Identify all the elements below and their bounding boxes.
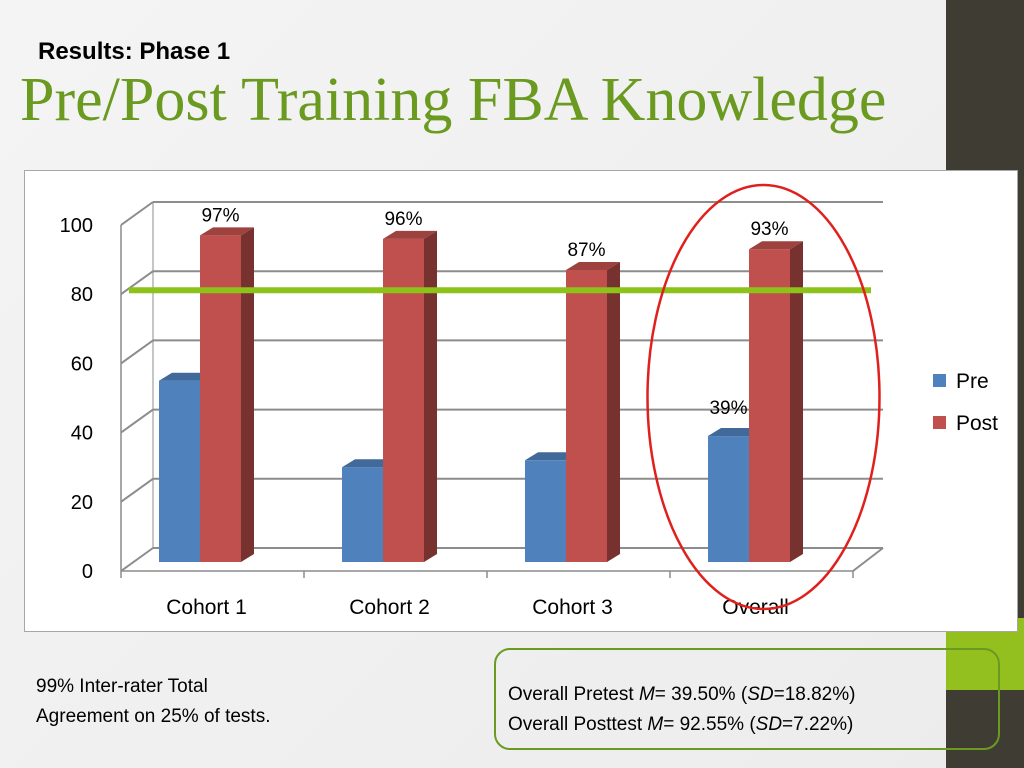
data-label: 96% [384,209,422,230]
bar-top [383,230,437,239]
x-tick-label: Cohort 2 [349,596,430,619]
bar-front [200,235,241,562]
y-tick-label: 100 [60,215,93,237]
bar-front [342,467,383,562]
gridline-side [120,547,154,572]
pretest-m-label: M [638,684,655,705]
bar-post [200,227,254,562]
bar-top [159,372,213,381]
data-label: 87% [567,240,605,261]
bar-top [342,459,396,468]
bar-front [159,380,200,562]
y-tick-label: 80 [71,284,93,306]
bar-side [241,227,254,562]
y-tick-label: 40 [71,423,93,445]
legend-label: Pre [956,370,989,393]
bar-front [749,249,790,562]
highlight-ellipse [646,183,881,611]
gridline-side [120,408,154,434]
gridline-side [120,270,154,296]
bar-side [607,261,620,562]
x-tick-label: Cohort 1 [166,596,247,619]
bar-front [708,436,749,562]
bar-side [790,241,803,562]
bar-top [749,241,803,250]
posttest-m-value: = 92.55% ( [663,714,756,735]
bar-top [200,227,254,236]
bar-front [525,460,566,562]
y-tick-label: 60 [71,353,93,375]
legend-label: Post [956,412,998,435]
y-tick-label: 20 [71,492,93,514]
slide-subtitle: Results: Phase 1 [38,38,231,65]
bar-side [424,230,437,562]
bar-top [708,428,762,437]
gridline-side [120,477,154,503]
bar-front [566,269,607,562]
bar-post [566,261,620,562]
pretest-sd-label: SD [747,684,774,705]
bar-top [566,261,620,270]
gridline-side [120,339,154,365]
posttest-prefix: Overall Posttest [508,714,648,735]
pretest-sd-value: =18.82%) [773,684,856,705]
bar-post [749,241,803,562]
posttest-stats: Overall Posttest M= 92.55% (SD=7.22%) [508,714,853,736]
legend-swatch [933,416,946,429]
pretest-m-value: = 39.50% ( [654,684,748,705]
stats-summary-box: Overall Pretest M= 39.50% (SD=18.82%) Ov… [494,648,1000,750]
chart-container: 0 20 40 60 80 100 Cohort 1 Cohort 2 Cohort 3 Over… [24,170,1018,632]
data-label: 97% [201,205,239,226]
pretest-stats: Overall Pretest M= 39.50% (SD=18.82%) [508,684,855,706]
posttest-sd-label: SD [755,714,783,735]
pretest-prefix: Overall Pretest [508,684,639,705]
data-label: 39% [709,398,747,419]
gridline-side [120,201,154,226]
bar-top [525,452,579,461]
posttest-m-label: M [647,714,664,735]
legend-swatch [933,374,946,387]
agreement-note: 99% Inter-rater Total Agreement on 25% o… [36,676,271,727]
data-label: 93% [750,219,788,240]
posttest-sd-value: =7.22%) [782,714,854,735]
floor-edge [852,547,884,572]
y-tick-label: 0 [82,561,93,583]
x-tick-label: Cohort 3 [532,596,613,619]
bar-post [383,230,437,562]
slide-title: Pre/Post Training FBA Knowledge [20,66,887,134]
